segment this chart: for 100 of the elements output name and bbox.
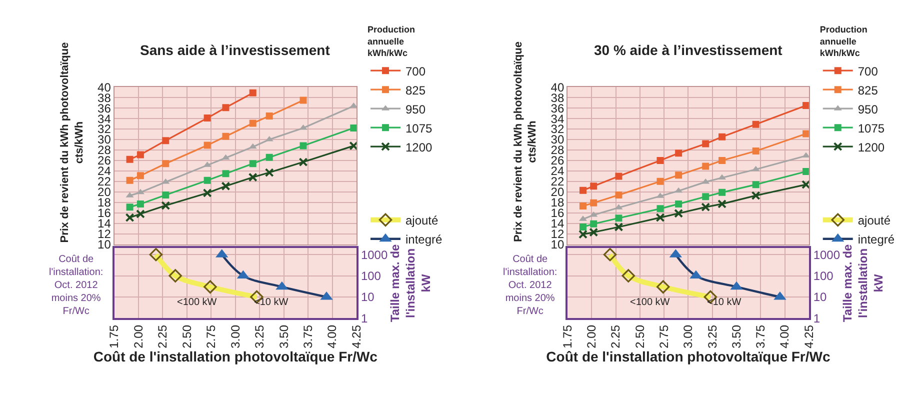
annotation: <100 kW xyxy=(630,297,670,308)
x-tick-label: 2.75 xyxy=(204,324,218,348)
point xyxy=(204,176,211,184)
y-axis-title: Prix de revient du kWh photovoltaïque cts/kWh xyxy=(59,42,86,243)
x-tick-label: 2.00 xyxy=(584,324,599,348)
legend-label: 950 xyxy=(858,102,878,116)
point xyxy=(675,172,682,179)
chart-title: 30 % aide à l’investissement xyxy=(594,42,783,58)
legend-label: integré xyxy=(858,232,895,247)
point xyxy=(266,112,273,120)
point xyxy=(590,220,598,228)
point xyxy=(249,89,256,96)
point xyxy=(162,178,170,184)
point xyxy=(615,214,622,222)
legend-label: 950 xyxy=(405,102,426,116)
point xyxy=(718,133,726,140)
annotation: <10 kW xyxy=(254,297,289,308)
point xyxy=(136,172,144,180)
x-tick-label: 2.50 xyxy=(180,324,194,348)
point xyxy=(161,201,170,210)
y2-tick-label: 10 xyxy=(813,290,827,304)
x-axis-title: Coût de l'installation photovoltaïque Fr/Wc xyxy=(93,348,378,364)
point xyxy=(349,141,357,150)
legend-label: 1075 xyxy=(858,121,885,136)
legend-label: ajouté xyxy=(405,214,439,228)
legend-label: 1075 xyxy=(405,121,433,136)
x-tick-label: 3.50 xyxy=(729,324,744,348)
text: Coût de l'installation: Oct. 2012 moins 20% Fr/Wc xyxy=(503,254,558,317)
point xyxy=(266,154,273,161)
point xyxy=(300,142,307,150)
point xyxy=(204,114,211,122)
x-tick-label: 3.75 xyxy=(301,324,315,348)
legend-label: 825 xyxy=(405,83,426,98)
x-tick-label: 1.75 xyxy=(107,324,122,348)
point xyxy=(674,187,683,193)
point xyxy=(202,188,212,198)
legend-label: 700 xyxy=(405,64,426,78)
point xyxy=(249,120,256,127)
point xyxy=(589,228,598,237)
point xyxy=(802,152,809,158)
point xyxy=(126,176,134,184)
point xyxy=(579,202,586,210)
y2-tick-label: 1000 xyxy=(813,248,840,262)
point xyxy=(802,130,809,138)
point xyxy=(125,213,134,222)
point xyxy=(752,181,760,188)
point xyxy=(590,211,598,217)
point xyxy=(615,192,622,199)
point xyxy=(702,178,710,184)
x-tick-label: 4.00 xyxy=(325,324,340,348)
point xyxy=(702,140,710,148)
point xyxy=(162,137,170,144)
y2-tick-label: 100 xyxy=(360,268,382,283)
annotation: <10 kW xyxy=(707,297,742,308)
point xyxy=(136,209,145,218)
y2-tick-label: 10 xyxy=(360,290,375,304)
x-tick-label: 4.00 xyxy=(778,324,792,348)
point xyxy=(718,199,727,208)
x-tick-label: 2.75 xyxy=(656,324,671,348)
legend-label: 1200 xyxy=(405,140,433,154)
x-tick-label: 3.25 xyxy=(252,324,267,348)
point xyxy=(162,192,170,199)
point xyxy=(249,160,256,168)
x-tick-label: 2.50 xyxy=(632,324,647,348)
legend-title: Production annuelle kWh/kWc xyxy=(820,24,868,58)
point xyxy=(264,168,274,178)
x-tick-label: 3.50 xyxy=(276,324,291,348)
x-tick-label: 2.00 xyxy=(131,324,146,348)
point xyxy=(221,182,230,191)
y2-tick-label: 100 xyxy=(813,268,834,283)
point xyxy=(136,188,144,194)
legend-title: Production annuelle kWh/kWc xyxy=(367,24,415,58)
legend-label: 825 xyxy=(858,83,878,98)
annotation: <100 kW xyxy=(177,297,218,308)
point xyxy=(675,150,682,157)
point xyxy=(248,172,258,182)
text: Coût de l'installation: Oct. 2012 moins 20% Fr/Wc xyxy=(49,254,104,317)
point xyxy=(674,208,684,218)
point xyxy=(718,188,726,196)
point xyxy=(718,156,726,164)
x-tick-label: 2.25 xyxy=(156,324,170,348)
point xyxy=(615,172,622,180)
point xyxy=(590,182,598,190)
point xyxy=(579,186,586,194)
point xyxy=(222,154,230,160)
point xyxy=(701,202,710,212)
point xyxy=(162,160,170,168)
legend-label: 1200 xyxy=(858,140,885,154)
point xyxy=(802,168,809,175)
point xyxy=(222,132,230,140)
point xyxy=(590,199,598,206)
x-tick-label: 3.00 xyxy=(228,324,242,348)
point xyxy=(300,96,307,104)
point xyxy=(222,170,230,178)
point xyxy=(136,151,144,158)
y2-tick-label: 1000 xyxy=(360,248,388,262)
point xyxy=(579,224,586,231)
chart-title: Sans aide à l’investissement xyxy=(140,42,330,58)
point xyxy=(126,156,134,163)
point xyxy=(675,200,682,208)
